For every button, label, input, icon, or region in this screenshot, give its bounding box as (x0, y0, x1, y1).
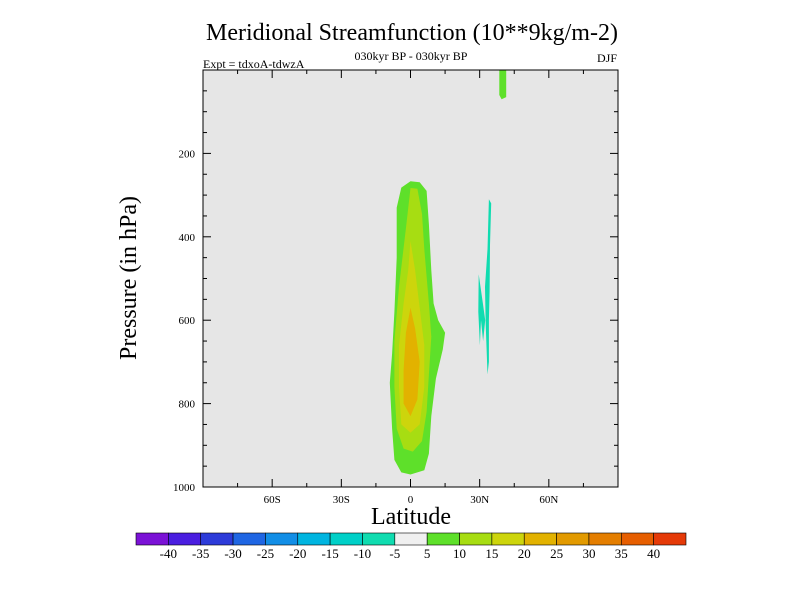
colorbar-swatch (426, 532, 460, 546)
contour-region-6 (478, 274, 486, 346)
y-tick-label: 400 (179, 232, 196, 244)
colorbar-label: -10 (354, 546, 371, 561)
chart-title: Meridional Streamfunction (10**9kg/m-2) (206, 20, 618, 46)
contour-region-0 (499, 70, 507, 100)
colorbar-swatch (200, 532, 234, 546)
x-tick-label: 30N (470, 494, 489, 506)
colorbar-label: -25 (257, 546, 274, 561)
y-tick-label: 800 (179, 399, 196, 411)
y-axis-label: Pressure (in hPa) (116, 196, 142, 360)
colorbar-swatch (620, 532, 654, 546)
colorbar-swatch (362, 532, 396, 546)
colorbar-swatch (653, 532, 687, 546)
colorbar-label: 5 (424, 546, 431, 561)
colorbar-label: 15 (485, 546, 498, 561)
colorbar-swatch (232, 532, 266, 546)
contour-regions (389, 70, 507, 475)
colorbar-swatch (459, 532, 493, 546)
colorbar: -40 -35 -30 -25 -20 -15 -10 -5 5 10 15 20 25 30 35 40 (135, 532, 687, 561)
y-tick-label: 1000 (173, 482, 196, 494)
colorbar-swatch (329, 532, 363, 546)
contour-region-5 (485, 199, 492, 375)
x-axis-label: Latitude (371, 504, 451, 530)
experiment-label: Expt = tdxoA-tdwzA (203, 57, 305, 71)
period-label: 030kyr BP - 030kyr BP (355, 49, 468, 63)
colorbar-label: -15 (321, 546, 338, 561)
y-tick-label: 600 (179, 315, 196, 327)
x-tick-label: 60N (539, 494, 558, 506)
colorbar-label: 25 (550, 546, 563, 561)
axes: 60S 30S 0 30N 60N 200 400 600 800 1000 (173, 70, 618, 506)
x-tick-label: 30S (333, 494, 350, 506)
colorbar-swatch (135, 532, 169, 546)
x-tick-label: 60S (264, 494, 281, 506)
colorbar-swatch (265, 532, 299, 546)
colorbar-label: -30 (224, 546, 241, 561)
colorbar-label: 10 (453, 546, 466, 561)
colorbar-swatch (588, 532, 622, 546)
colorbar-swatch (556, 532, 590, 546)
colorbar-swatch (491, 532, 525, 546)
season-label: DJF (597, 51, 617, 65)
colorbar-label: 30 (582, 546, 595, 561)
colorbar-swatch (523, 532, 557, 546)
colorbar-label: -20 (289, 546, 306, 561)
contour-region-4 (403, 307, 420, 417)
x-tick-label: 0 (408, 494, 414, 506)
colorbar-swatch (297, 532, 331, 546)
colorbar-label: -35 (192, 546, 209, 561)
colorbar-swatch (394, 532, 428, 546)
colorbar-label: -40 (160, 546, 177, 561)
colorbar-label: 35 (615, 546, 628, 561)
colorbar-label: 40 (647, 546, 660, 561)
colorbar-swatch (168, 532, 202, 546)
colorbar-label: -5 (389, 546, 400, 561)
colorbar-label: 20 (518, 546, 531, 561)
y-tick-label: 200 (179, 148, 196, 160)
